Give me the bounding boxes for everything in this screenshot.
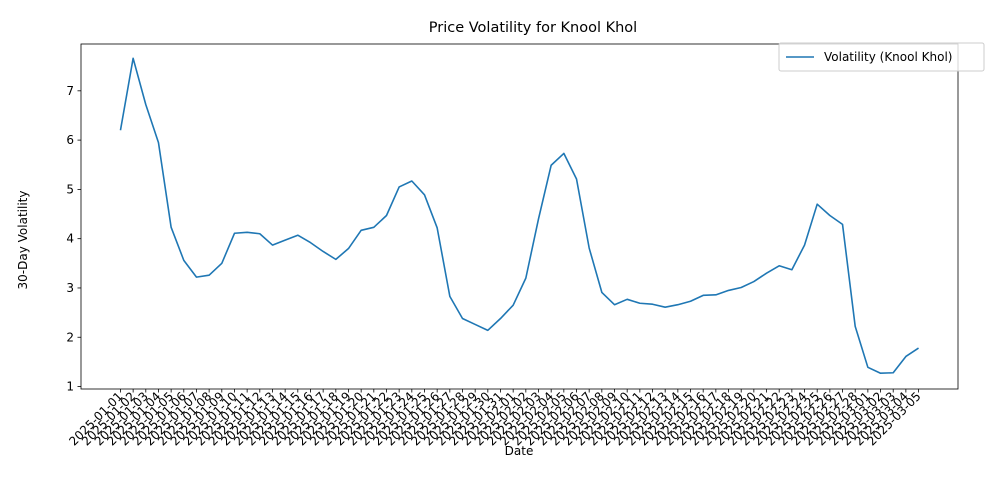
plot-area [80,43,959,390]
legend-box [778,42,985,72]
series-line-volatility [119,57,919,375]
y-tick-label: 6 [66,133,74,147]
legend-label: Volatility (Knool Khol) [824,50,952,64]
x-axis: 2025-01-012025-01-022025-01-032025-01-04… [66,389,924,448]
axes-frame [80,43,959,390]
y-tick-label: 3 [66,281,74,295]
y-tick-label: 7 [66,84,74,98]
y-tick-label: 1 [66,380,74,394]
y-tick-label: 5 [66,182,74,196]
x-axis-label: Date [505,444,534,458]
y-tick-label: 4 [66,232,74,246]
legend: Volatility (Knool Khol) [778,42,985,72]
y-tick-label: 2 [66,330,74,344]
y-axis-label: 30-Day Volatility [16,191,30,290]
chart-title: Price Volatility for Knool Khol [429,20,637,36]
y-axis: 1 2 3 4 5 6 7 [66,84,81,394]
